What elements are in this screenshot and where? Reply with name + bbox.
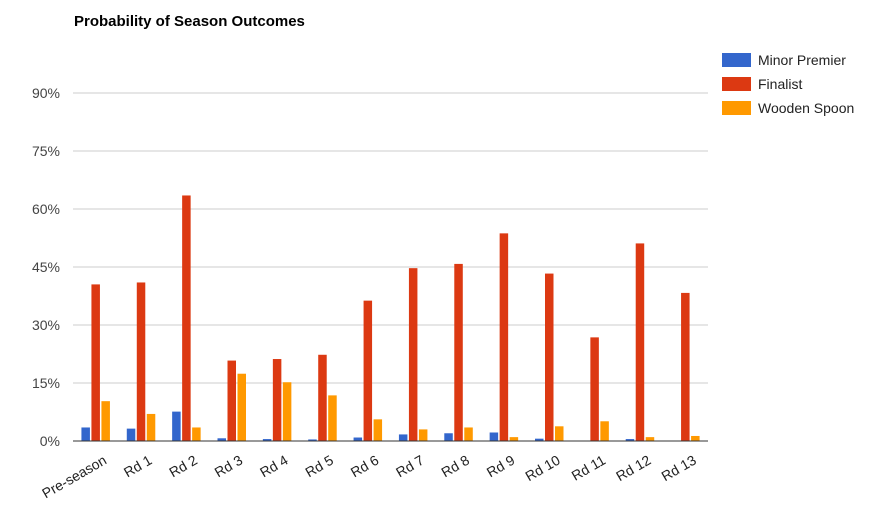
x-tick-label: Rd 5 [302, 452, 336, 481]
bar[interactable]: Rd 1 — Minor Premier: 3.2 [126, 428, 136, 441]
bar[interactable]: Rd 10 — Finalist: 43.3 [545, 273, 554, 441]
x-tick-label: Rd 9 [484, 452, 518, 481]
bar[interactable]: Rd 5 — Minor Premier: 0.4 [308, 439, 317, 441]
bars: Pre-season — Minor Premier: 3.5Pre-seaso… [73, 195, 708, 442]
y-tick-label: 60% [32, 201, 60, 217]
bar[interactable]: Rd 11 — Wooden Spoon: 5.1 [600, 421, 609, 441]
bar[interactable]: Rd 4 — Wooden Spoon: 15.2 [282, 382, 292, 441]
y-tick-label: 0% [40, 433, 60, 449]
bar[interactable]: Rd 8 — Wooden Spoon: 3.5 [464, 427, 473, 441]
bar[interactable]: Rd 2 — Minor Premier: 7.6 [172, 411, 181, 441]
bar[interactable]: Rd 12 — Finalist: 51.1 [635, 243, 645, 441]
x-tick-label: Rd 8 [438, 452, 472, 481]
x-tick-label: Rd 6 [348, 452, 382, 481]
bar[interactable]: Rd 3 — Wooden Spoon: 17.4 [237, 373, 247, 441]
x-tick-label: Rd 4 [257, 452, 291, 481]
bar[interactable]: Rd 3 — Minor Premier: 0.7 [217, 438, 227, 441]
y-tick-label: 75% [32, 143, 60, 159]
legend-item[interactable]: Wooden Spoon [722, 100, 854, 116]
bar[interactable]: Rd 13 — Wooden Spoon: 1.3 [691, 435, 700, 441]
bar[interactable]: Rd 10 — Wooden Spoon: 3.8 [555, 426, 564, 441]
bar[interactable]: Rd 5 — Finalist: 22.3 [318, 354, 327, 441]
x-axis-ticks: Pre-season Rd 1 Rd 2 Rd 3 Rd 4 Rd 5 Rd 6 Rd 7 Rd… [39, 452, 699, 502]
legend-item[interactable]: Finalist [722, 76, 802, 92]
x-tick-label: Rd 2 [166, 452, 200, 481]
bar[interactable]: Pre-season — Minor Premier: 3.5 [81, 427, 90, 441]
bar[interactable]: Pre-season — Wooden Spoon: 10.3 [101, 401, 110, 441]
chart-title: Probability of Season Outcomes [74, 13, 305, 30]
bar[interactable]: Rd 6 — Wooden Spoon: 5.6 [373, 419, 383, 441]
y-tick-label: 15% [32, 375, 60, 391]
bar[interactable]: Rd 12 — Wooden Spoon: 1 [645, 437, 655, 441]
legend-label: Wooden Spoon [758, 100, 854, 116]
bar[interactable]: Rd 7 — Wooden Spoon: 3 [418, 429, 428, 441]
bar[interactable]: Rd 13 — Finalist: 38.3 [681, 292, 690, 441]
bar[interactable]: Rd 1 — Finalist: 41 [136, 282, 146, 441]
legend-swatch [722, 53, 751, 67]
bar[interactable]: Rd 10 — Minor Premier: 0.6 [535, 438, 544, 441]
x-tick-label: Rd 13 [658, 452, 699, 485]
y-tick-label: 90% [32, 85, 60, 101]
bar[interactable]: Rd 11 — Finalist: 26.8 [590, 337, 599, 441]
bar[interactable]: Rd 4 — Finalist: 21.2 [272, 359, 282, 441]
gridlines [73, 92, 708, 384]
legend-item[interactable]: Minor Premier [722, 52, 846, 68]
bar[interactable]: Rd 1 — Wooden Spoon: 7 [146, 413, 156, 441]
bar[interactable]: Rd 6 — Minor Premier: 0.9 [353, 437, 363, 441]
bar[interactable]: Rd 8 — Finalist: 45.8 [454, 263, 463, 441]
bar[interactable]: Rd 2 — Finalist: 63.5 [182, 195, 191, 441]
legend-swatch [722, 101, 751, 115]
bar[interactable]: Rd 9 — Wooden Spoon: 1 [509, 437, 519, 441]
bar[interactable]: Rd 8 — Minor Premier: 2 [444, 433, 453, 441]
bar[interactable]: Rd 6 — Finalist: 36.3 [363, 300, 373, 441]
x-tick-label: Rd 12 [613, 452, 654, 485]
bar[interactable]: Rd 3 — Finalist: 20.8 [227, 360, 237, 441]
x-tick-label: Pre-season [39, 452, 109, 502]
y-tick-label: 30% [32, 317, 60, 333]
x-tick-label: Rd 1 [121, 452, 155, 481]
x-tick-label: Rd 7 [393, 452, 427, 481]
bar[interactable]: Rd 5 — Wooden Spoon: 11.8 [328, 395, 337, 441]
y-tick-label: 45% [32, 259, 60, 275]
legend[interactable]: Minor Premier Finalist Wooden Spoon [722, 52, 854, 116]
bar[interactable]: Rd 12 — Minor Premier: 0.5 [625, 439, 635, 441]
x-tick-label: Rd 10 [522, 452, 563, 485]
bar[interactable]: Rd 9 — Minor Premier: 2.2 [489, 432, 499, 441]
legend-swatch [722, 77, 751, 91]
y-axis-ticks: 0% 15% 30% 45% 60% 75% 90% [32, 85, 60, 449]
legend-label: Finalist [758, 76, 802, 92]
bar[interactable]: Rd 7 — Finalist: 44.7 [408, 268, 418, 441]
bar[interactable]: Rd 4 — Minor Premier: 0.5 [262, 439, 272, 441]
bar[interactable]: Rd 9 — Finalist: 53.7 [499, 233, 509, 441]
legend-label: Minor Premier [758, 52, 846, 68]
x-tick-label: Rd 11 [569, 452, 609, 484]
bar[interactable]: Pre-season — Finalist: 40.5 [91, 284, 100, 441]
x-tick-label: Rd 3 [212, 452, 246, 481]
bar[interactable]: Rd 2 — Wooden Spoon: 3.5 [192, 427, 201, 441]
bar[interactable]: Rd 7 — Minor Premier: 1.7 [398, 434, 408, 441]
